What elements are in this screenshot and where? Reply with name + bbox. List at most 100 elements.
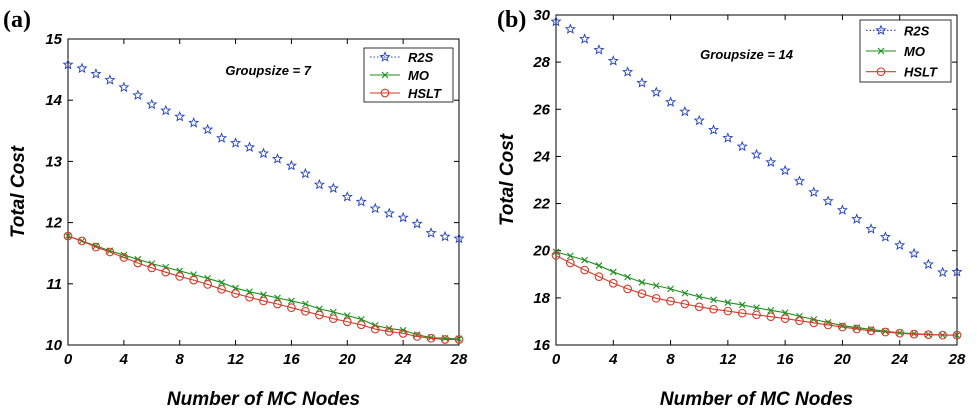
data-point bbox=[384, 327, 394, 336]
y-axis-title: Total Cost bbox=[8, 145, 29, 238]
data-point bbox=[651, 293, 661, 303]
data-point bbox=[411, 217, 423, 229]
y-tick-label: 14 bbox=[45, 92, 62, 109]
data-point bbox=[398, 329, 408, 338]
data-point bbox=[595, 262, 603, 269]
data-point bbox=[76, 62, 88, 74]
data-point bbox=[564, 23, 576, 34]
data-point bbox=[709, 304, 718, 314]
data-point bbox=[723, 306, 733, 316]
data-point bbox=[808, 186, 820, 197]
data-point bbox=[91, 242, 101, 252]
data-point bbox=[175, 272, 185, 281]
data-point bbox=[622, 66, 634, 77]
data-point bbox=[937, 266, 949, 278]
data-point bbox=[680, 299, 690, 309]
x-axis-title: Number of MC Nodes bbox=[660, 389, 853, 410]
data-point bbox=[397, 211, 409, 223]
y-tick-label: 16 bbox=[533, 337, 550, 354]
data-point bbox=[593, 44, 605, 55]
data-point bbox=[203, 280, 212, 289]
data-point bbox=[274, 294, 281, 302]
data-point bbox=[780, 314, 790, 323]
data-point bbox=[440, 335, 450, 344]
groupsize-annotation: Groupsize = 7 bbox=[225, 63, 311, 78]
legend-swatch-marker bbox=[876, 67, 886, 77]
data-point bbox=[694, 302, 704, 312]
data-point bbox=[245, 292, 254, 302]
data-point bbox=[147, 263, 157, 273]
data-point bbox=[315, 305, 323, 313]
data-point bbox=[865, 223, 877, 234]
data-point bbox=[551, 251, 561, 260]
x-tick-label: 8 bbox=[666, 351, 675, 368]
data-point bbox=[895, 328, 905, 338]
x-tick-label: 12 bbox=[720, 351, 737, 368]
data-point bbox=[666, 296, 675, 306]
data-point bbox=[204, 274, 212, 282]
data-point bbox=[681, 289, 689, 297]
data-point bbox=[369, 202, 381, 214]
data-point bbox=[836, 204, 848, 215]
data-point bbox=[355, 195, 367, 207]
data-point bbox=[231, 289, 240, 298]
data-point bbox=[650, 86, 662, 98]
legend-swatch-marker bbox=[379, 51, 391, 62]
data-point bbox=[924, 330, 933, 339]
data-point bbox=[881, 327, 890, 337]
data-point bbox=[781, 309, 789, 317]
data-point bbox=[838, 322, 847, 332]
data-point bbox=[823, 320, 833, 330]
data-point bbox=[342, 317, 352, 327]
data-point bbox=[399, 326, 407, 334]
panel-label: (b) bbox=[497, 7, 526, 33]
data-point bbox=[750, 148, 763, 160]
data-point bbox=[327, 182, 339, 194]
data-point bbox=[667, 285, 674, 293]
legend: R2S MO HSLT bbox=[859, 19, 952, 83]
panel-label: (a) bbox=[3, 7, 31, 33]
data-point bbox=[909, 329, 919, 339]
y-tick-label: 30 bbox=[533, 7, 550, 24]
data-point bbox=[852, 324, 862, 334]
data-point bbox=[736, 140, 748, 152]
series-line bbox=[555, 254, 957, 336]
data-point bbox=[343, 312, 351, 320]
x-tick-label: 20 bbox=[833, 351, 851, 368]
data-point bbox=[90, 68, 102, 79]
legend-swatch-marker bbox=[380, 88, 390, 98]
legend-swatch-marker bbox=[877, 47, 885, 55]
data-point bbox=[62, 58, 74, 70]
y-tick-label: 28 bbox=[532, 54, 550, 71]
data-point bbox=[301, 306, 310, 316]
data-point bbox=[636, 77, 648, 88]
data-point bbox=[752, 310, 761, 320]
data-point bbox=[243, 141, 256, 153]
data-point bbox=[766, 312, 776, 322]
series-r2s bbox=[62, 58, 465, 244]
legend-entry: R2S bbox=[408, 50, 434, 65]
chart-panel-a: (a) 0 4 8 12 16 20 24 28 10 11 12 13 14 15 Number of MC… bbox=[3, 7, 468, 410]
data-point bbox=[454, 335, 464, 344]
legend-swatch-marker bbox=[875, 24, 887, 36]
data-point bbox=[77, 236, 87, 246]
chart-panel-b: (b) 0 4 8 12 16 20 24 28 16 18 20 22 24 26 28 30 Number o… bbox=[497, 7, 966, 410]
data-point bbox=[851, 213, 863, 224]
data-point bbox=[594, 272, 604, 281]
data-point bbox=[710, 296, 717, 304]
legend-entry: MO bbox=[408, 68, 429, 83]
data-point bbox=[707, 124, 720, 135]
x-tick-label: 20 bbox=[338, 351, 356, 368]
data-point bbox=[550, 15, 562, 27]
data-point bbox=[637, 289, 647, 298]
data-point bbox=[793, 175, 806, 186]
data-point bbox=[315, 310, 324, 320]
data-point bbox=[63, 231, 73, 241]
data-point bbox=[779, 164, 791, 176]
x-tick-label: 16 bbox=[777, 351, 794, 368]
data-point bbox=[427, 334, 435, 342]
legend: R2S MO HSLT bbox=[363, 47, 454, 103]
data-point bbox=[908, 247, 920, 259]
x-tick-label: 0 bbox=[64, 351, 73, 368]
data-point bbox=[132, 89, 144, 101]
